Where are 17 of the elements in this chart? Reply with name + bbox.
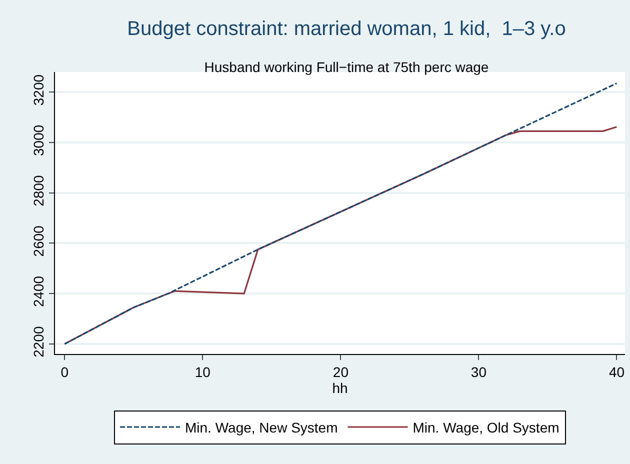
y-tick-label: 2200 — [30, 326, 46, 358]
legend-label: Min. Wage, New System — [185, 419, 338, 436]
y-tick-label: 3200 — [30, 74, 46, 106]
chart-subtitle: Husband working Full−time at 75th perc wage — [204, 59, 489, 76]
x-tick-label: 0 — [60, 364, 69, 380]
legend-label: Min. Wage, Old System — [412, 419, 560, 436]
y-tick-label: 3000 — [30, 124, 46, 156]
x-tick-label: 10 — [194, 364, 211, 380]
x-axis-title: hh — [332, 380, 348, 396]
chart-title: Budget constraint: married woman, 1 kid, 1–3 y.o — [127, 18, 566, 40]
line-series — [64, 82, 618, 345]
x-tick-label: 40 — [608, 364, 625, 380]
y-tick-label: 2400 — [30, 276, 46, 308]
y-tick-label: 2800 — [30, 174, 46, 206]
x-tick-label: 30 — [470, 364, 487, 380]
x-tick-label: 20 — [332, 364, 349, 380]
y-tick-label: 2600 — [30, 225, 46, 257]
